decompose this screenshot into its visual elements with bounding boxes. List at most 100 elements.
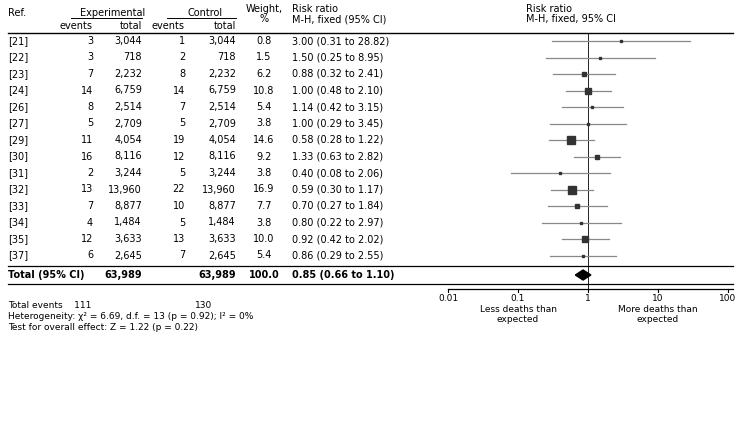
Text: 2,514: 2,514 (208, 102, 236, 112)
Text: [29]: [29] (8, 135, 28, 145)
Text: [34]: [34] (8, 218, 28, 227)
Text: 6,759: 6,759 (114, 85, 142, 95)
Text: 1.14 (0.42 to 3.15): 1.14 (0.42 to 3.15) (292, 102, 383, 112)
Text: 1,484: 1,484 (209, 218, 236, 227)
Text: 7: 7 (179, 102, 185, 112)
Text: 5: 5 (179, 218, 185, 227)
Text: [27]: [27] (8, 119, 28, 128)
Text: 0.58 (0.28 to 1.22): 0.58 (0.28 to 1.22) (292, 135, 383, 145)
Text: 2,514: 2,514 (114, 102, 142, 112)
Text: 22: 22 (172, 184, 185, 194)
Text: 12: 12 (81, 234, 93, 244)
Text: 19: 19 (172, 135, 185, 145)
Text: 1.5: 1.5 (256, 53, 272, 63)
Text: Less deaths than
expected: Less deaths than expected (480, 304, 556, 324)
Text: 3,244: 3,244 (208, 168, 236, 178)
Text: 2,232: 2,232 (208, 69, 236, 79)
Text: 1.00 (0.29 to 3.45): 1.00 (0.29 to 3.45) (292, 119, 383, 128)
Text: 3,633: 3,633 (115, 234, 142, 244)
Text: [32]: [32] (8, 184, 28, 194)
Text: 3.8: 3.8 (256, 218, 272, 227)
Text: total: total (120, 21, 142, 31)
Text: [30]: [30] (8, 152, 28, 162)
Text: Total (95% CI): Total (95% CI) (8, 270, 84, 280)
Text: 4: 4 (87, 218, 93, 227)
Text: 718: 718 (124, 53, 142, 63)
Text: 3,044: 3,044 (209, 36, 236, 46)
Text: 8,116: 8,116 (115, 152, 142, 162)
Text: 0.88 (0.32 to 2.41): 0.88 (0.32 to 2.41) (292, 69, 383, 79)
Text: 4,054: 4,054 (208, 135, 236, 145)
Text: 718: 718 (218, 53, 236, 63)
Text: 5.4: 5.4 (256, 102, 272, 112)
Text: 6,759: 6,759 (208, 85, 236, 95)
Text: 2,645: 2,645 (208, 251, 236, 261)
Text: 0.85 (0.66 to 1.10): 0.85 (0.66 to 1.10) (292, 270, 394, 280)
Text: 13,960: 13,960 (108, 184, 142, 194)
Text: 3.00 (0.31 to 28.82): 3.00 (0.31 to 28.82) (292, 36, 389, 46)
Text: 13,960: 13,960 (202, 184, 236, 194)
Text: 3,044: 3,044 (115, 36, 142, 46)
Text: events: events (60, 21, 93, 31)
Text: 3: 3 (87, 53, 93, 63)
Text: 1.50 (0.25 to 8.95): 1.50 (0.25 to 8.95) (292, 53, 383, 63)
Text: 2: 2 (179, 53, 185, 63)
Text: 100.0: 100.0 (249, 270, 280, 280)
Text: 1,484: 1,484 (115, 218, 142, 227)
Text: [33]: [33] (8, 201, 28, 211)
Text: 0.92 (0.42 to 2.02): 0.92 (0.42 to 2.02) (292, 234, 383, 244)
Text: 3,633: 3,633 (209, 234, 236, 244)
Text: More deaths than
expected: More deaths than expected (618, 304, 698, 324)
Text: total: total (214, 21, 236, 31)
Text: 11: 11 (81, 135, 93, 145)
Text: 6: 6 (87, 251, 93, 261)
Text: 1.33 (0.63 to 2.82): 1.33 (0.63 to 2.82) (292, 152, 383, 162)
Text: 5: 5 (179, 119, 185, 128)
Text: [21]: [21] (8, 36, 28, 46)
Text: 14: 14 (81, 85, 93, 95)
Text: M-H, fixed (95% CI): M-H, fixed (95% CI) (292, 14, 386, 24)
Text: Control: Control (188, 8, 223, 18)
Text: Ref.: Ref. (8, 8, 26, 18)
Text: 3.8: 3.8 (256, 168, 272, 178)
Text: 2: 2 (87, 168, 93, 178)
Text: Risk ratio: Risk ratio (526, 4, 573, 14)
Text: Risk ratio: Risk ratio (292, 4, 338, 14)
Text: 7.7: 7.7 (256, 201, 272, 211)
Text: 12: 12 (172, 152, 185, 162)
Text: 1.00 (0.48 to 2.10): 1.00 (0.48 to 2.10) (292, 85, 383, 95)
Text: 5.4: 5.4 (256, 251, 272, 261)
Text: 7: 7 (87, 201, 93, 211)
Text: 2,232: 2,232 (114, 69, 142, 79)
Text: 16.9: 16.9 (253, 184, 275, 194)
Text: 14: 14 (172, 85, 185, 95)
Text: 10.0: 10.0 (253, 234, 275, 244)
Text: events: events (152, 21, 185, 31)
Text: 8,877: 8,877 (208, 201, 236, 211)
Text: 0.8: 0.8 (256, 36, 272, 46)
Text: 8,116: 8,116 (209, 152, 236, 162)
Text: 13: 13 (172, 234, 185, 244)
Text: 63,989: 63,989 (104, 270, 142, 280)
Text: [37]: [37] (8, 251, 28, 261)
Text: [23]: [23] (8, 69, 28, 79)
Text: 2,645: 2,645 (114, 251, 142, 261)
Polygon shape (576, 270, 591, 280)
Text: 3.8: 3.8 (256, 119, 272, 128)
Text: Experimental: Experimental (80, 8, 145, 18)
Text: 0.40 (0.08 to 2.06): 0.40 (0.08 to 2.06) (292, 168, 383, 178)
Text: 63,989: 63,989 (198, 270, 236, 280)
Text: [24]: [24] (8, 85, 28, 95)
Text: 8,877: 8,877 (114, 201, 142, 211)
Text: 3,244: 3,244 (114, 168, 142, 178)
Text: Test for overall effect: Z = 1.22 (p = 0.22): Test for overall effect: Z = 1.22 (p = 0… (8, 323, 198, 332)
Text: 9.2: 9.2 (256, 152, 272, 162)
Text: 8: 8 (87, 102, 93, 112)
Text: 1: 1 (585, 294, 591, 303)
Text: [35]: [35] (8, 234, 28, 244)
Text: [31]: [31] (8, 168, 28, 178)
Text: 10.8: 10.8 (253, 85, 275, 95)
Text: M-H, fixed, 95% CI: M-H, fixed, 95% CI (526, 14, 616, 24)
Text: Heterogeneity: χ² = 6.69, d.f. = 13 (p = 0.92); I² = 0%: Heterogeneity: χ² = 6.69, d.f. = 13 (p =… (8, 312, 253, 321)
Text: 10: 10 (172, 201, 185, 211)
